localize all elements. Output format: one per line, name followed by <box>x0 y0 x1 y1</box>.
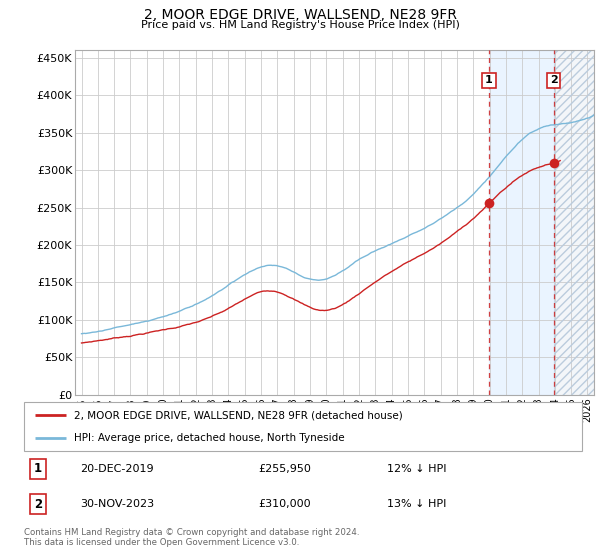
Text: Contains HM Land Registry data © Crown copyright and database right 2024.
This d: Contains HM Land Registry data © Crown c… <box>24 528 359 547</box>
Text: 1: 1 <box>34 463 42 475</box>
Text: 2, MOOR EDGE DRIVE, WALLSEND, NE28 9FR (detached house): 2, MOOR EDGE DRIVE, WALLSEND, NE28 9FR (… <box>74 410 403 421</box>
Text: 2: 2 <box>34 497 42 511</box>
Text: Price paid vs. HM Land Registry's House Price Index (HPI): Price paid vs. HM Land Registry's House … <box>140 20 460 30</box>
Bar <box>489 50 554 395</box>
Bar <box>554 50 596 395</box>
Text: 12% ↓ HPI: 12% ↓ HPI <box>387 464 446 474</box>
Text: 1: 1 <box>485 76 493 85</box>
Bar <box>554 50 596 395</box>
Text: £310,000: £310,000 <box>259 499 311 509</box>
Text: £255,950: £255,950 <box>259 464 311 474</box>
Text: 2, MOOR EDGE DRIVE, WALLSEND, NE28 9FR: 2, MOOR EDGE DRIVE, WALLSEND, NE28 9FR <box>143 8 457 22</box>
Text: HPI: Average price, detached house, North Tyneside: HPI: Average price, detached house, Nort… <box>74 433 345 444</box>
Text: 30-NOV-2023: 30-NOV-2023 <box>80 499 154 509</box>
Text: 20-DEC-2019: 20-DEC-2019 <box>80 464 154 474</box>
Text: 2: 2 <box>550 76 557 85</box>
Text: 13% ↓ HPI: 13% ↓ HPI <box>387 499 446 509</box>
